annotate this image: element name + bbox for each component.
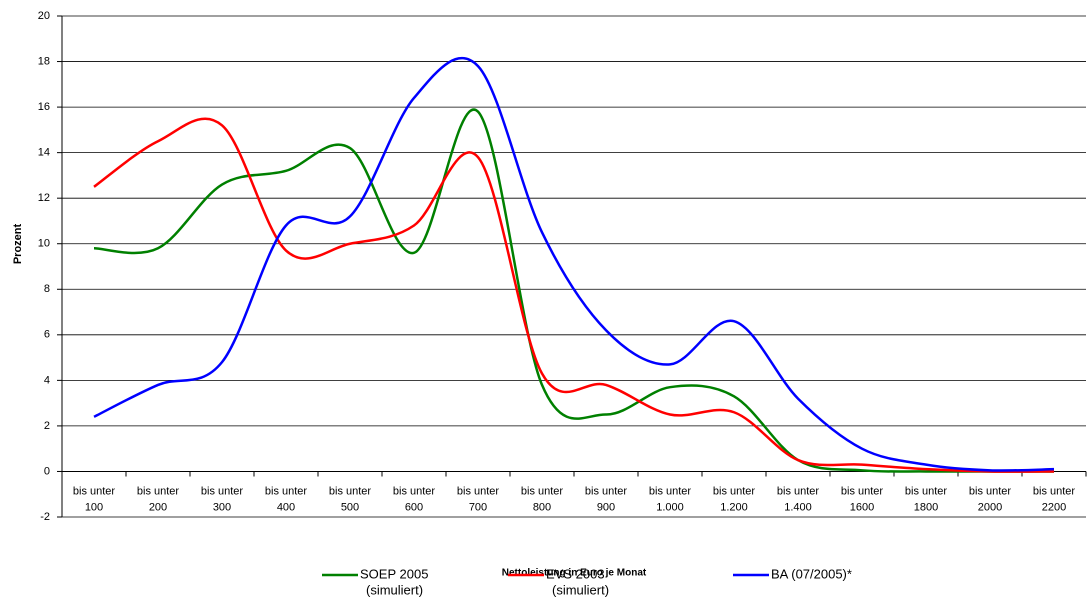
y-tick-label: 8 bbox=[44, 283, 50, 295]
x-tick-label: 400 bbox=[277, 501, 295, 513]
y-tick-label: 16 bbox=[38, 101, 50, 113]
y-tick-label: 10 bbox=[38, 238, 50, 250]
x-tick-label: 700 bbox=[469, 501, 487, 513]
x-tick-label: 200 bbox=[149, 501, 167, 513]
y-tick-label: 20 bbox=[38, 10, 50, 22]
legend-label: (simuliert) bbox=[366, 582, 423, 597]
x-tick-label: 2000 bbox=[978, 501, 1002, 513]
x-tick-label: 500 bbox=[341, 501, 359, 513]
x-tick-label: bis unter bbox=[649, 485, 692, 497]
x-tick-label: bis unter bbox=[585, 485, 628, 497]
x-tick-label: 1.000 bbox=[656, 501, 684, 513]
y-tick-label: 2 bbox=[44, 420, 50, 432]
y-tick-label: 14 bbox=[38, 147, 50, 159]
x-tick-label: bis unter bbox=[265, 485, 308, 497]
x-tick-label: 1.200 bbox=[720, 501, 748, 513]
x-tick-label: bis unter bbox=[73, 485, 116, 497]
series-line bbox=[93, 56, 1055, 472]
x-tick-label: bis unter bbox=[841, 485, 884, 497]
x-axis-label: Nettoleistung in Euro je Monat bbox=[502, 568, 647, 579]
legend-label: BA (07/2005)* bbox=[771, 566, 852, 581]
x-tick-label: bis unter bbox=[1033, 485, 1076, 497]
y-tick-label: -2 bbox=[40, 511, 50, 523]
series-line bbox=[93, 117, 1055, 473]
x-tick-label: 1800 bbox=[914, 501, 938, 513]
y-tick-label: 18 bbox=[38, 55, 50, 67]
x-tick-label: 900 bbox=[597, 501, 615, 513]
x-tick-label: bis unter bbox=[713, 485, 756, 497]
x-tick-label: 800 bbox=[533, 501, 551, 513]
x-tick-label: bis unter bbox=[393, 485, 436, 497]
x-tick-label: 1.400 bbox=[784, 501, 812, 513]
x-tick-label: 100 bbox=[85, 501, 103, 513]
legend-label: EVS 2003 bbox=[546, 566, 605, 581]
x-tick-label: 1600 bbox=[850, 501, 874, 513]
x-tick-label: bis unter bbox=[905, 485, 948, 497]
y-tick-label: 6 bbox=[44, 329, 50, 341]
y-tick-label: 0 bbox=[44, 465, 50, 477]
x-tick-label: 600 bbox=[405, 501, 423, 513]
x-tick-label: 2200 bbox=[1042, 501, 1066, 513]
x-tick-label: bis unter bbox=[777, 485, 820, 497]
legend-label: SOEP 2005 bbox=[360, 566, 428, 581]
x-tick-label: bis unter bbox=[969, 485, 1012, 497]
y-axis-label: Prozent bbox=[12, 223, 24, 264]
x-tick-label: bis unter bbox=[201, 485, 244, 497]
x-tick-label: bis unter bbox=[521, 485, 564, 497]
y-tick-label: 12 bbox=[38, 192, 50, 204]
legend-label: (simuliert) bbox=[552, 582, 609, 597]
y-tick-label: 4 bbox=[44, 374, 50, 386]
x-tick-label: 300 bbox=[213, 501, 231, 513]
x-tick-label: bis unter bbox=[329, 485, 372, 497]
x-tick-label: bis unter bbox=[457, 485, 500, 497]
x-tick-label: bis unter bbox=[137, 485, 180, 497]
